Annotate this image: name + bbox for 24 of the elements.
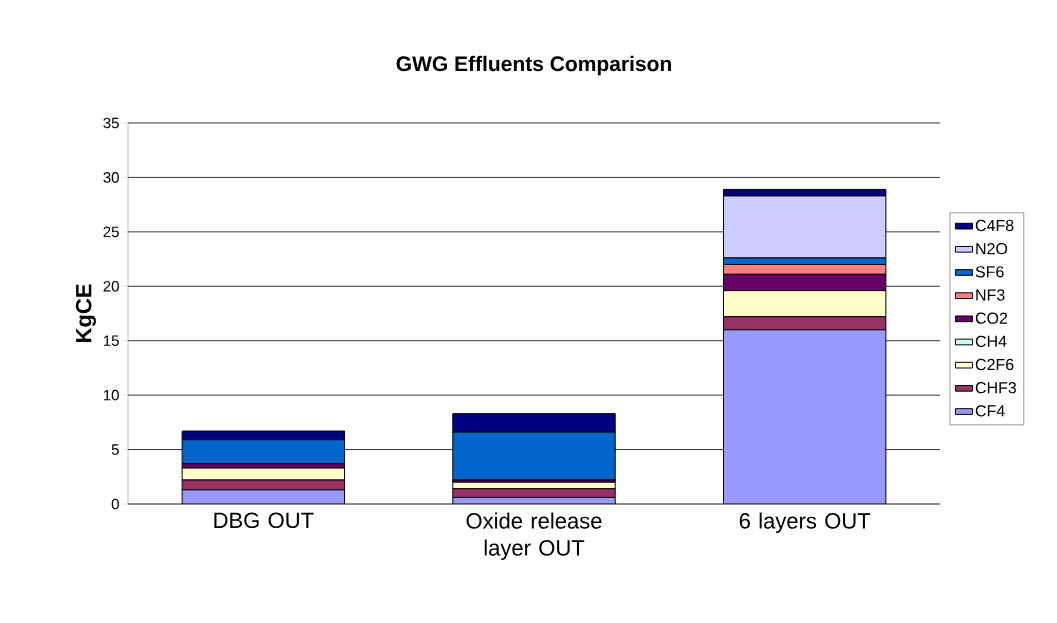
y-tick-label: 30 [103, 172, 119, 183]
y-tick-label: 15 [103, 335, 119, 346]
y-tick-label: 0 [111, 498, 119, 510]
bar [181, 489, 346, 504]
y-tick-label: 5 [111, 444, 119, 455]
legend-label: NF3 [976, 289, 1005, 301]
y-axis-title: KgCE [75, 284, 96, 342]
legend-label: CHF3 [975, 382, 1017, 394]
legend-label: CF4 [975, 405, 1005, 417]
legend-label: CO2 [975, 312, 1008, 324]
y-tick-label: 10 [103, 389, 119, 401]
bar [722, 329, 887, 504]
legend-label: SF6 [975, 266, 1004, 278]
legend-label: C4F8 [975, 219, 1014, 232]
chart-title: GWG Effluents Comparison [396, 55, 671, 76]
y-tick-label: 20 [103, 280, 119, 292]
legend-label: C2F6 [975, 358, 1014, 371]
legend-label: CH4 [975, 335, 1007, 347]
x-tick-label: Oxide release layer OUT [466, 512, 602, 561]
y-tick-label: 35 [103, 117, 119, 129]
y-tick-label: 25 [103, 226, 119, 238]
legend-label: N2O [976, 242, 1008, 255]
x-tick-label: DBG OUT [214, 512, 314, 529]
x-tick-label: 6 layers OUT [739, 512, 871, 534]
